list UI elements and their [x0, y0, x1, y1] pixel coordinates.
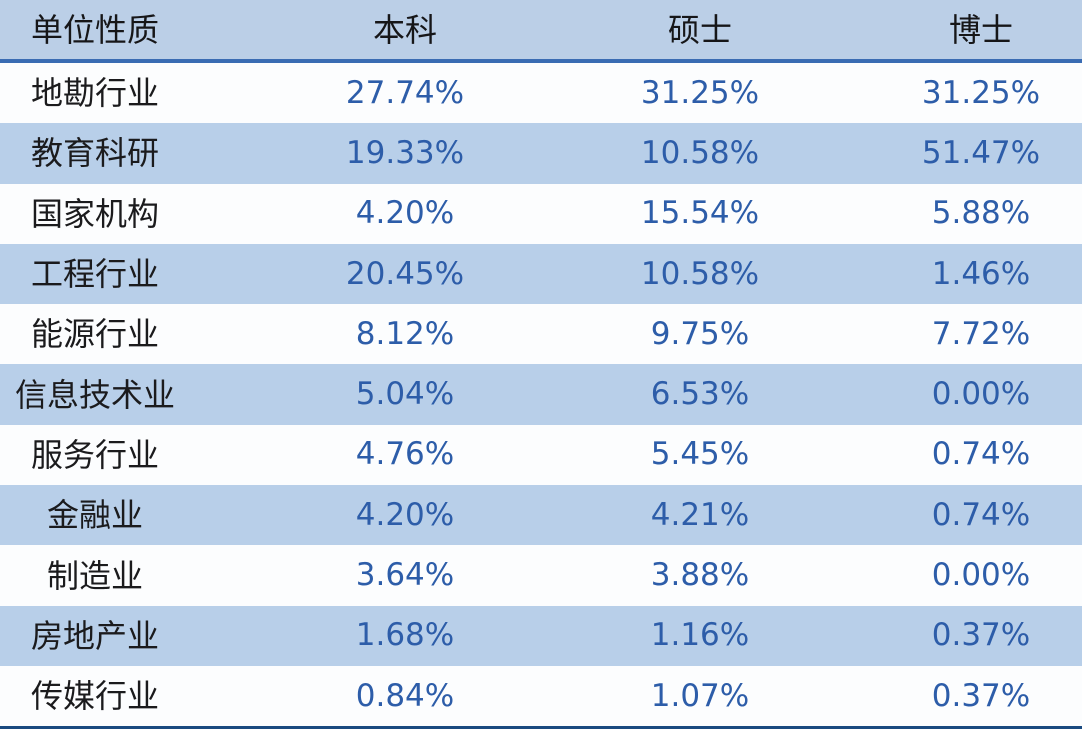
table-row: 能源行业 8.12% 9.75% 7.72%: [0, 304, 1082, 365]
row-label: 房地产业: [30, 616, 159, 655]
column-header-master: 硕士: [667, 10, 732, 49]
row-label: 金融业: [46, 496, 143, 535]
cell-bachelor: 8.12%: [355, 315, 455, 352]
cell-bachelor: 0.84%: [355, 677, 455, 714]
row-label: 工程行业: [30, 255, 159, 294]
cell-bachelor: 19.33%: [345, 134, 465, 171]
cell-doctor: 0.74%: [931, 436, 1031, 473]
cell-doctor: 1.46%: [931, 255, 1031, 292]
table-row: 传媒行业 0.84% 1.07% 0.37%: [0, 665, 1082, 727]
cell-master: 9.75%: [650, 315, 750, 352]
table-row: 教育科研 19.33% 10.58% 51.47%: [0, 123, 1082, 184]
row-label: 服务行业: [30, 435, 159, 474]
cell-master: 31.25%: [640, 74, 760, 111]
cell-doctor: 7.72%: [931, 315, 1031, 352]
column-header-bachelor: 本科: [372, 10, 437, 49]
cell-master: 4.21%: [650, 496, 750, 533]
table-row: 地勘行业 27.74% 31.25% 31.25%: [0, 63, 1082, 124]
row-label: 教育科研: [30, 134, 159, 173]
table-row: 制造业 3.64% 3.88% 0.00%: [0, 545, 1082, 606]
row-label: 传媒行业: [30, 677, 159, 716]
table-row: 国家机构 4.20% 15.54% 5.88%: [0, 183, 1082, 244]
cell-doctor: 31.25%: [921, 74, 1041, 111]
table-row: 工程行业 20.45% 10.58% 1.46%: [0, 243, 1082, 305]
cell-doctor: 0.37%: [931, 617, 1031, 654]
cell-bachelor: 27.74%: [345, 74, 465, 111]
cell-doctor: 0.00%: [931, 376, 1031, 413]
row-label: 信息技术业: [14, 375, 175, 414]
cell-bachelor: 1.68%: [355, 617, 455, 654]
table-row: 金融业 4.20% 4.21% 0.74%: [0, 485, 1082, 546]
cell-bachelor: 4.20%: [355, 496, 455, 533]
cell-bachelor: 4.20%: [355, 195, 455, 232]
cell-master: 10.58%: [640, 134, 760, 171]
cell-master: 6.53%: [650, 376, 750, 413]
row-label: 能源行业: [30, 315, 159, 354]
cell-master: 3.88%: [650, 557, 750, 594]
cell-bachelor: 4.76%: [355, 436, 455, 473]
table-row: 信息技术业 5.04% 6.53% 0.00%: [0, 364, 1082, 425]
table-row: 服务行业 4.76% 5.45% 0.74%: [0, 424, 1082, 486]
row-label: 地勘行业: [30, 74, 159, 113]
cell-master: 5.45%: [650, 436, 750, 473]
table-bottom-rule: [0, 726, 1082, 730]
cell-doctor: 5.88%: [931, 195, 1031, 232]
column-header-doctor: 博士: [948, 10, 1013, 49]
cell-doctor: 0.00%: [931, 557, 1031, 594]
cell-doctor: 0.74%: [931, 496, 1031, 533]
cell-doctor: 0.37%: [931, 677, 1031, 714]
table-row: 房地产业 1.68% 1.16% 0.37%: [0, 605, 1082, 666]
cell-master: 10.58%: [640, 255, 760, 292]
cell-bachelor: 20.45%: [345, 255, 465, 292]
row-label: 国家机构: [30, 194, 159, 233]
cell-doctor: 51.47%: [921, 134, 1041, 171]
cell-master: 1.16%: [650, 617, 750, 654]
cell-master: 1.07%: [650, 677, 750, 714]
cell-bachelor: 3.64%: [355, 557, 455, 594]
row-label: 制造业: [46, 556, 143, 595]
table-header-row: 单位性质 本科 硕士 博士: [0, 0, 1082, 63]
cell-bachelor: 5.04%: [355, 376, 455, 413]
column-header-unit-type: 单位性质: [30, 10, 159, 49]
cell-master: 15.54%: [640, 195, 760, 232]
